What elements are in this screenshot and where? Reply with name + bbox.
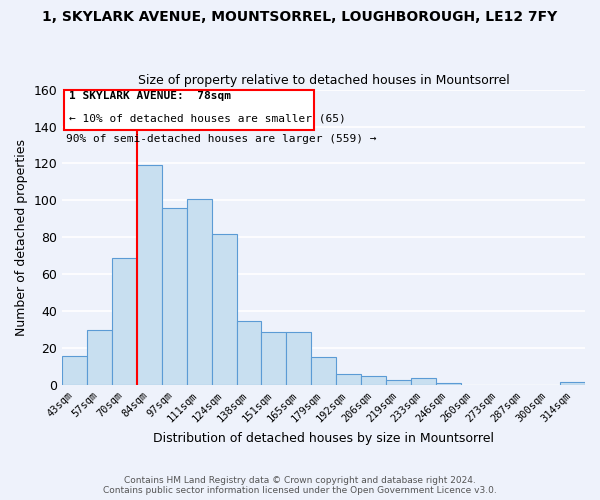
Text: Contains HM Land Registry data © Crown copyright and database right 2024.
Contai: Contains HM Land Registry data © Crown c… xyxy=(103,476,497,495)
Bar xyxy=(361,376,386,385)
Bar xyxy=(137,166,162,385)
Bar xyxy=(236,320,262,385)
Bar xyxy=(436,384,461,385)
Y-axis label: Number of detached properties: Number of detached properties xyxy=(15,139,28,336)
Bar xyxy=(212,234,236,385)
Text: 90% of semi-detached houses are larger (559) →: 90% of semi-detached houses are larger (… xyxy=(66,134,377,144)
Title: Size of property relative to detached houses in Mountsorrel: Size of property relative to detached ho… xyxy=(138,74,509,87)
Bar xyxy=(560,382,585,385)
Bar xyxy=(386,380,411,385)
Bar xyxy=(162,208,187,385)
Bar xyxy=(262,332,286,385)
Bar xyxy=(411,378,436,385)
Bar xyxy=(187,198,212,385)
Text: 1, SKYLARK AVENUE, MOUNTSORREL, LOUGHBOROUGH, LE12 7FY: 1, SKYLARK AVENUE, MOUNTSORREL, LOUGHBOR… xyxy=(43,10,557,24)
Text: 1 SKYLARK AVENUE:  78sqm: 1 SKYLARK AVENUE: 78sqm xyxy=(69,91,231,101)
FancyBboxPatch shape xyxy=(64,90,314,130)
X-axis label: Distribution of detached houses by size in Mountsorrel: Distribution of detached houses by size … xyxy=(153,432,494,445)
Text: ← 10% of detached houses are smaller (65): ← 10% of detached houses are smaller (65… xyxy=(69,113,346,123)
Bar xyxy=(112,258,137,385)
Bar xyxy=(62,356,87,385)
Bar xyxy=(87,330,112,385)
Bar xyxy=(311,358,336,385)
Bar xyxy=(336,374,361,385)
Bar xyxy=(286,332,311,385)
